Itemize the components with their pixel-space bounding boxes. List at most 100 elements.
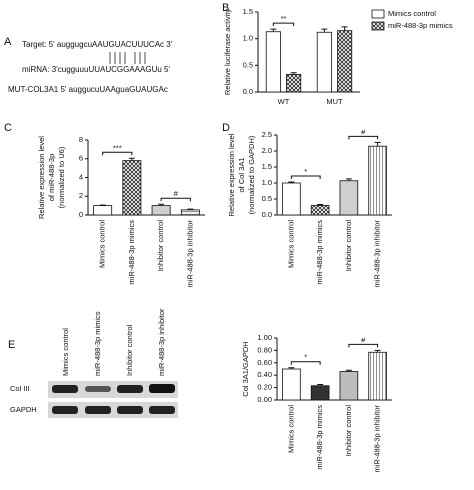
y-axis-label: Relative expression level <box>37 136 46 219</box>
error-bar <box>374 349 381 353</box>
significance-bracket <box>290 175 321 180</box>
significance-label: # <box>361 127 366 136</box>
legend-swatch <box>371 21 385 31</box>
error-bar <box>374 141 381 147</box>
y-tick-label: 1.00 <box>257 333 272 342</box>
bar <box>265 31 281 93</box>
y-tick-label: 0.80 <box>257 345 272 354</box>
y-tick-label: 1.0 <box>262 178 272 187</box>
y-axis-label: of miR-488-3p <box>47 154 56 202</box>
error-bar <box>317 384 324 386</box>
y-tick-label: 2.5 <box>262 130 272 139</box>
y-tick-label: 0.00 <box>257 395 272 404</box>
y-axis-label: (normalized to GAPDH) <box>247 135 256 214</box>
error-bar <box>341 26 348 31</box>
y-tick-label: 1.0 <box>243 34 253 43</box>
bar <box>310 385 330 401</box>
y-tick-label: 0.0 <box>262 210 272 219</box>
error-bar <box>290 72 297 75</box>
row-label: Col III <box>10 384 30 393</box>
error-bar <box>288 367 295 369</box>
error-bar <box>345 178 352 181</box>
y-tick-label: 1.5 <box>262 162 272 171</box>
y-tick-label: 0.5 <box>243 60 253 69</box>
error-bar <box>345 369 352 372</box>
x-tick-label: miR-488-3p mimics <box>315 405 324 470</box>
x-tick-label: Inhibitor control <box>344 220 353 272</box>
lane-label: Mimics control <box>61 328 70 376</box>
error-bar <box>317 203 324 206</box>
bar <box>316 31 332 93</box>
error-bar <box>187 208 194 210</box>
bar <box>151 205 171 216</box>
significance-label: ** <box>281 14 287 23</box>
legend-label: Mimics control <box>388 9 436 18</box>
x-tick-label: miR-488-3p mimics <box>127 220 136 285</box>
bar <box>122 160 142 216</box>
significance-bracket <box>348 135 379 140</box>
error-bar <box>158 203 165 206</box>
lane-label: Inhibitor control <box>125 324 134 376</box>
x-tick-label: Inhibitor control <box>156 220 165 272</box>
panel-label: B <box>222 2 229 14</box>
panel-label: A <box>4 36 12 48</box>
x-tick-label: miR-488-3p inhibitor <box>185 219 194 287</box>
panel-label: E <box>8 339 15 351</box>
bar <box>286 74 302 93</box>
pairing-lines <box>109 52 146 64</box>
y-axis-label: of Col 3A1 <box>237 157 246 192</box>
x-tick-label: miR-488-3p mimics <box>315 220 324 285</box>
panel-label: C <box>4 122 12 134</box>
error-bar <box>321 28 328 33</box>
mirna-sequence: miRNA: 3'cugguuuUUAUCGGAAAGUu 5' <box>22 65 170 74</box>
x-tick-label: WT <box>278 97 290 106</box>
legend-label: miR-488-3p mimics <box>388 21 453 30</box>
significance-label: *** <box>113 143 122 152</box>
x-tick-label: Mimics control <box>286 220 295 268</box>
y-tick-label: 0.5 <box>262 194 272 203</box>
legend-swatch <box>371 9 385 19</box>
bar <box>282 368 301 401</box>
error-bar <box>128 157 135 161</box>
bar <box>310 204 330 216</box>
y-tick-label: 4 <box>79 172 83 181</box>
bar <box>180 209 200 216</box>
y-tick-label: 1.5 <box>243 7 253 16</box>
target-sequence: Target: 5' auggugcuAAUGUACUUUCAc 3' <box>22 40 173 49</box>
x-tick-label: Mimics control <box>286 405 295 453</box>
x-tick-label: miR-488-3p inhibitor <box>373 219 382 287</box>
significance-bracket <box>160 197 191 202</box>
significance-bracket <box>290 361 321 365</box>
error-bar <box>270 28 277 32</box>
mutant-sequence: MUT-COL3A1 5' auggucuUAAguaGUAUGAc <box>8 85 168 94</box>
lane-label: miR-488-3p inhibitor <box>157 308 166 376</box>
x-tick-label: Mimics control <box>98 220 107 268</box>
bar <box>368 351 387 401</box>
bar <box>93 205 113 216</box>
significance-label: * <box>304 353 307 362</box>
y-tick-label: 2.0 <box>262 146 272 155</box>
bar <box>282 182 301 216</box>
y-axis-label: Relative expression level <box>227 133 236 216</box>
bar <box>337 30 353 93</box>
x-tick-label: miR-488-3p inhibitor <box>373 404 382 472</box>
significance-bracket <box>348 343 379 348</box>
bar <box>368 145 387 216</box>
bar <box>339 180 359 216</box>
significance-bracket <box>102 151 133 156</box>
bar <box>339 371 359 401</box>
y-axis-label: (normalized to U6) <box>57 146 66 208</box>
panel-label: D <box>222 122 230 134</box>
y-tick-label: 6 <box>79 154 83 163</box>
significance-bracket <box>272 22 295 27</box>
y-tick-label: 0.20 <box>257 383 272 392</box>
x-tick-label: MUT <box>326 97 343 106</box>
y-tick-label: 2 <box>79 191 83 200</box>
x-tick-label: Inhibitor control <box>344 405 353 457</box>
y-tick-label: 0.0 <box>243 87 253 96</box>
significance-label: # <box>174 189 179 198</box>
blot: Mimics control miR-488-3p mimics Inhibit… <box>10 308 178 418</box>
y-axis-label: Col 3A1/GAPDH <box>241 341 250 396</box>
significance-label: * <box>304 167 307 176</box>
